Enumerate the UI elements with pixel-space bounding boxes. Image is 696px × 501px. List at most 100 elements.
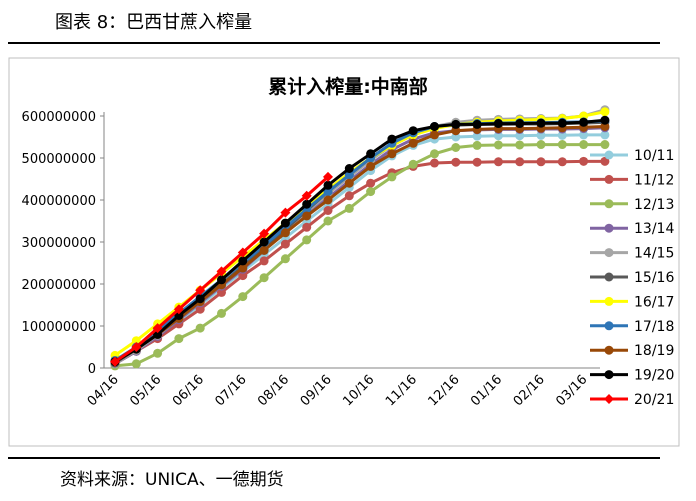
page-title: 图表 8：巴西甘蔗入榨量 <box>55 12 252 33</box>
legend-label: 14/15 <box>634 246 674 262</box>
data-point <box>237 247 248 258</box>
data-point <box>515 119 525 129</box>
data-point <box>238 271 248 281</box>
data-point <box>366 149 376 159</box>
data-point <box>323 171 333 182</box>
data-point <box>323 216 333 226</box>
data-point <box>280 254 290 264</box>
data-point <box>217 308 226 318</box>
data-point <box>515 157 525 167</box>
legend-marker <box>604 321 614 331</box>
data-point <box>579 140 589 150</box>
data-point <box>472 131 482 141</box>
data-point <box>451 143 461 152</box>
data-point <box>174 334 184 344</box>
data-point <box>430 149 439 159</box>
legend-marker <box>604 150 614 160</box>
data-point <box>557 157 567 167</box>
legend-marker <box>604 223 614 233</box>
data-point <box>387 134 397 144</box>
data-point <box>600 115 610 125</box>
data-point <box>408 159 418 169</box>
data-point <box>344 191 354 201</box>
data-point <box>259 245 269 255</box>
source-note: 资料来源：UNICA、一德期货 <box>60 470 284 490</box>
legend-marker <box>604 248 614 258</box>
legend-marker <box>604 345 614 355</box>
data-point <box>216 266 227 277</box>
data-point <box>557 118 567 128</box>
data-point <box>153 329 163 339</box>
data-point <box>344 164 354 173</box>
data-point <box>493 131 503 141</box>
data-point <box>344 203 354 213</box>
legend-marker <box>604 370 614 380</box>
data-point <box>110 356 120 367</box>
data-point <box>174 311 184 320</box>
data-point <box>238 256 248 266</box>
legend-label: 11/12 <box>634 172 674 188</box>
data-point <box>430 130 439 140</box>
data-point <box>579 117 589 127</box>
data-point <box>472 140 482 150</box>
data-point <box>472 157 482 167</box>
data-point <box>366 187 376 197</box>
legend-label: 16/17 <box>634 294 674 310</box>
data-point <box>515 140 525 150</box>
data-point <box>195 285 206 296</box>
y-tick-label: 600000000 <box>22 110 96 125</box>
data-point <box>280 207 291 218</box>
data-point <box>131 336 141 346</box>
data-point <box>280 239 290 249</box>
data-point <box>280 228 290 238</box>
data-point <box>430 122 439 131</box>
data-point <box>195 304 205 314</box>
data-point <box>408 138 418 148</box>
legend-label: 10/11 <box>634 148 674 164</box>
data-point <box>323 187 333 197</box>
data-point <box>493 119 503 129</box>
data-point <box>259 237 269 247</box>
data-point <box>152 323 163 334</box>
data-point <box>451 119 461 129</box>
data-point <box>579 156 589 166</box>
legend-label: 20/21 <box>634 392 674 408</box>
legend-label: 18/19 <box>634 343 674 359</box>
data-point <box>536 157 546 167</box>
data-point <box>173 304 184 315</box>
data-point <box>600 122 610 131</box>
data-point <box>536 140 546 150</box>
data-point <box>579 130 589 140</box>
data-point <box>302 199 312 209</box>
data-point <box>238 292 248 302</box>
legend-marker <box>604 394 614 404</box>
data-point <box>344 178 354 188</box>
y-tick-label: 300000000 <box>22 236 96 251</box>
legend-label: 12/13 <box>634 197 674 213</box>
data-point <box>408 126 418 136</box>
y-tick-label: 500000000 <box>22 152 96 167</box>
data-point <box>131 359 141 369</box>
data-point <box>323 180 333 190</box>
y-tick-label: 100000000 <box>22 320 96 335</box>
data-point <box>323 195 333 205</box>
data-point <box>217 275 226 285</box>
data-point <box>131 342 142 352</box>
data-point <box>153 348 163 358</box>
data-point <box>195 294 205 304</box>
legend-marker <box>604 199 614 209</box>
legend-marker <box>604 296 614 306</box>
data-point <box>600 107 610 117</box>
data-point <box>387 149 397 159</box>
data-point <box>600 156 610 166</box>
y-tick-label: 0 <box>88 362 96 377</box>
data-point <box>451 132 461 142</box>
data-point <box>600 140 610 150</box>
y-tick-label: 400000000 <box>22 194 96 209</box>
data-point <box>451 157 461 167</box>
data-point <box>430 158 439 168</box>
data-point <box>259 228 270 239</box>
legend-marker <box>604 174 614 184</box>
data-point <box>493 157 503 167</box>
